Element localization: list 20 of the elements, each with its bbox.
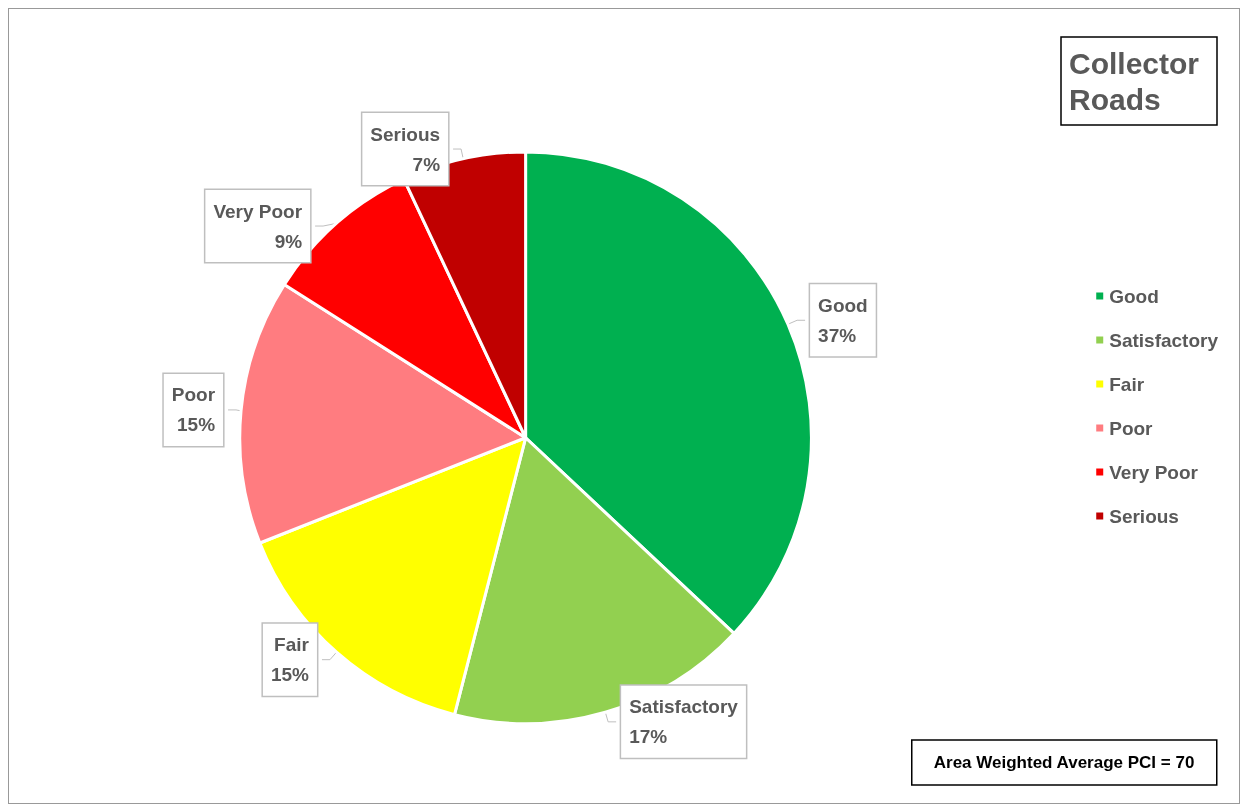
legend-label: Poor <box>1109 417 1154 439</box>
text: Area Weighted Average PCI = 70 <box>933 753 1195 772</box>
data-label: 37% <box>818 324 857 346</box>
legend-label: Good <box>1109 285 1159 307</box>
data-label: 9% <box>274 230 303 252</box>
slice-label: Satisfactory <box>629 696 739 718</box>
legend-label: Fair <box>1109 373 1145 395</box>
data-label: 15% <box>270 664 310 686</box>
slice-label: Serious <box>370 123 441 145</box>
slice-label: Good <box>818 294 868 316</box>
legend-label: Very Poor <box>1109 461 1199 483</box>
legend-label: Satisfactory <box>1109 329 1219 351</box>
chart-title: Collector Roads <box>1069 46 1208 116</box>
slice-label: Fair <box>274 634 310 656</box>
data-label: 7% <box>412 153 441 175</box>
legend-label: Serious <box>1109 505 1179 527</box>
slice-label: Very Poor <box>213 200 303 222</box>
slice-label: Poor <box>171 384 216 406</box>
data-label: 17% <box>629 726 668 748</box>
data-label: 15% <box>177 414 216 436</box>
